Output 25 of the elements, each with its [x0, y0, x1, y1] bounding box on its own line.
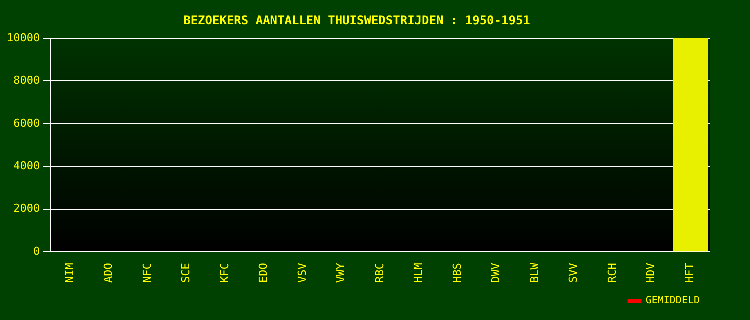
y-tick-label: 6000: [14, 116, 40, 130]
legend-label: GEMIDDELD: [646, 296, 700, 307]
x-tick-label: DWV: [490, 262, 503, 284]
x-tick-label: RCH: [606, 263, 619, 284]
x-tick-label: NIM: [63, 262, 76, 284]
x-tick-label: RBC: [373, 263, 386, 284]
x-tick-label: SVV: [567, 262, 580, 284]
x-tick-label: EDO: [257, 263, 270, 284]
chart-title: BEZOEKERS AANTALLEN THUISWEDSTRIJDEN : 1950-1951: [184, 13, 530, 28]
x-tick-label: HLM: [412, 262, 426, 284]
y-tick-label: 10000: [6, 31, 40, 44]
x-tick-label: HDV: [644, 262, 658, 284]
y-tick-label: 0: [33, 244, 40, 258]
x-tick-label: NFC: [140, 263, 154, 284]
y-tick-label: 8000: [14, 74, 40, 88]
x-tick-label: VWY: [334, 262, 348, 284]
y-tick-label: 2000: [14, 202, 40, 216]
x-tick-label: BLW: [528, 262, 542, 284]
x-tick-label: HFT: [683, 262, 696, 284]
x-tick-label: ADO: [102, 263, 116, 284]
x-tick-label: VSV: [296, 262, 309, 284]
x-tick-label: SCE: [180, 263, 193, 284]
x-tick-label: HBS: [450, 263, 464, 284]
y-tick-label: 4000: [14, 160, 40, 172]
x-tick-label: KFC: [218, 263, 232, 284]
